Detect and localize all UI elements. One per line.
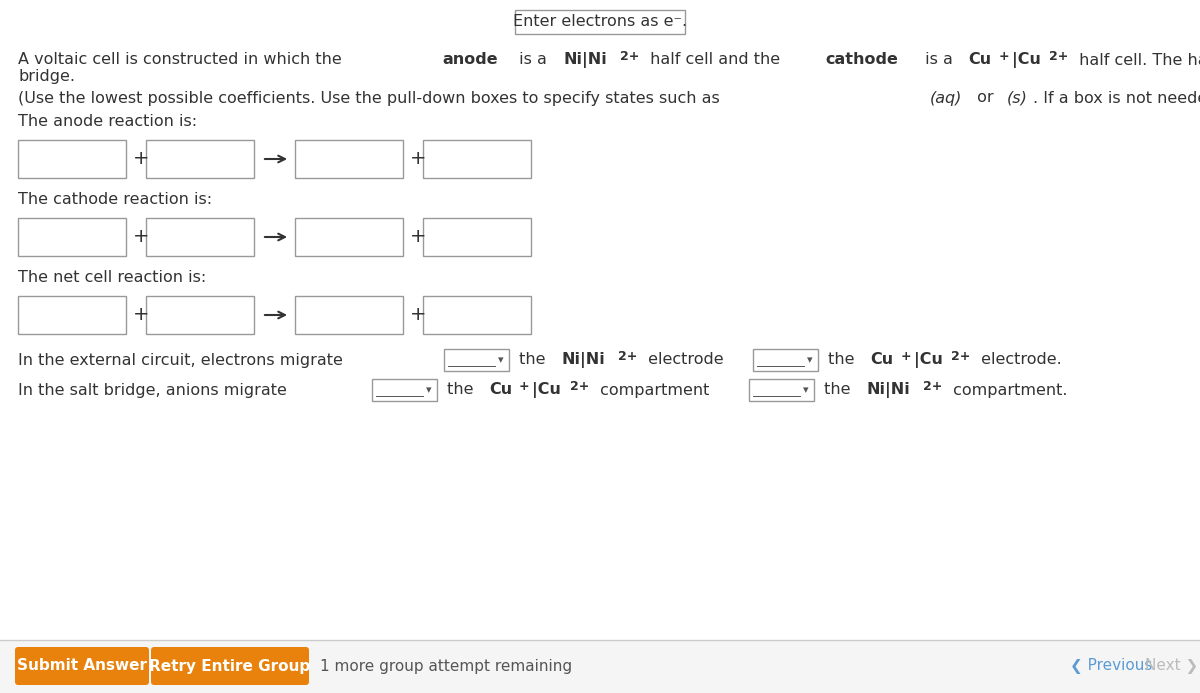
Text: ▾: ▾: [498, 355, 504, 365]
Text: The net cell reaction is:: The net cell reaction is:: [18, 270, 206, 286]
FancyBboxPatch shape: [424, 140, 530, 178]
Text: 2+: 2+: [619, 49, 638, 62]
Text: Cu: Cu: [968, 53, 991, 67]
Text: half cell and the: half cell and the: [644, 53, 785, 67]
FancyBboxPatch shape: [515, 10, 685, 34]
Text: anode: anode: [443, 53, 498, 67]
Text: Ni|Ni: Ni|Ni: [562, 352, 605, 368]
Text: Retry Entire Group: Retry Entire Group: [149, 658, 311, 674]
Text: the: the: [514, 353, 551, 367]
FancyBboxPatch shape: [146, 218, 254, 256]
Text: electrode.: electrode.: [977, 353, 1062, 367]
Text: bridge.: bridge.: [18, 69, 74, 83]
FancyBboxPatch shape: [18, 296, 126, 334]
Text: cathode: cathode: [826, 53, 899, 67]
FancyBboxPatch shape: [754, 349, 818, 371]
FancyBboxPatch shape: [14, 647, 149, 685]
Text: ❮ Previous: ❮ Previous: [1070, 658, 1152, 674]
Text: Cu: Cu: [870, 353, 894, 367]
Text: Cu: Cu: [488, 383, 512, 398]
Text: |Cu: |Cu: [914, 352, 943, 368]
Text: the: the: [818, 383, 856, 398]
Text: the: the: [823, 353, 859, 367]
FancyBboxPatch shape: [0, 640, 1200, 693]
FancyBboxPatch shape: [18, 218, 126, 256]
Text: A voltaic cell is constructed in which the: A voltaic cell is constructed in which t…: [18, 53, 347, 67]
Text: 2+: 2+: [618, 349, 637, 362]
Text: is a: is a: [514, 53, 552, 67]
Text: +: +: [133, 306, 150, 324]
FancyBboxPatch shape: [424, 218, 530, 256]
FancyBboxPatch shape: [424, 296, 530, 334]
Text: +: +: [900, 349, 911, 362]
Text: Submit Answer: Submit Answer: [17, 658, 148, 674]
Text: +: +: [133, 227, 150, 247]
FancyBboxPatch shape: [372, 379, 437, 401]
Text: ▾: ▾: [803, 385, 809, 395]
FancyBboxPatch shape: [146, 296, 254, 334]
Text: Enter electrons as e⁻.: Enter electrons as e⁻.: [512, 15, 688, 30]
FancyBboxPatch shape: [18, 140, 126, 178]
Text: (aq): (aq): [930, 91, 962, 105]
Text: is a: is a: [919, 53, 958, 67]
Text: Ni|Ni: Ni|Ni: [563, 52, 607, 68]
Text: +: +: [518, 380, 529, 392]
Text: or: or: [972, 91, 998, 105]
FancyBboxPatch shape: [295, 140, 403, 178]
Text: the: the: [442, 383, 478, 398]
Text: The anode reaction is:: The anode reaction is:: [18, 114, 197, 130]
Text: Ni|Ni: Ni|Ni: [866, 382, 910, 398]
Text: (s): (s): [1007, 91, 1027, 105]
FancyBboxPatch shape: [295, 218, 403, 256]
Text: half cell. The half-cell compartments are connected by a salt: half cell. The half-cell compartments ar…: [1074, 53, 1200, 67]
Text: +: +: [410, 306, 426, 324]
Text: |Cu: |Cu: [533, 382, 562, 398]
Text: 2+: 2+: [923, 380, 942, 392]
Text: ▾: ▾: [808, 355, 812, 365]
Text: 2+: 2+: [570, 380, 589, 392]
FancyBboxPatch shape: [146, 140, 254, 178]
Text: compartment.: compartment.: [948, 383, 1067, 398]
Text: 1 more group attempt remaining: 1 more group attempt remaining: [320, 658, 572, 674]
Text: |Cu: |Cu: [1012, 52, 1042, 68]
Text: +: +: [998, 49, 1009, 62]
Text: In the salt bridge, anions migrate: In the salt bridge, anions migrate: [18, 383, 292, 398]
Text: . If a box is not needed, leave it blank.): . If a box is not needed, leave it blank…: [1033, 91, 1200, 105]
Text: +: +: [410, 227, 426, 247]
Text: +: +: [410, 150, 426, 168]
Text: (Use the lowest possible coefficients. Use the pull-down boxes to specify states: (Use the lowest possible coefficients. U…: [18, 91, 725, 105]
Text: 2+: 2+: [1050, 49, 1069, 62]
Text: compartment: compartment: [595, 383, 714, 398]
Text: 2+: 2+: [952, 349, 971, 362]
Text: The cathode reaction is:: The cathode reaction is:: [18, 193, 212, 207]
Text: +: +: [133, 150, 150, 168]
FancyBboxPatch shape: [295, 296, 403, 334]
FancyBboxPatch shape: [151, 647, 310, 685]
Text: Next ❯: Next ❯: [1145, 658, 1199, 674]
Text: electrode: electrode: [642, 353, 728, 367]
FancyBboxPatch shape: [444, 349, 509, 371]
Text: ▾: ▾: [426, 385, 431, 395]
Text: In the external circuit, electrons migrate: In the external circuit, electrons migra…: [18, 353, 348, 367]
FancyBboxPatch shape: [749, 379, 814, 401]
